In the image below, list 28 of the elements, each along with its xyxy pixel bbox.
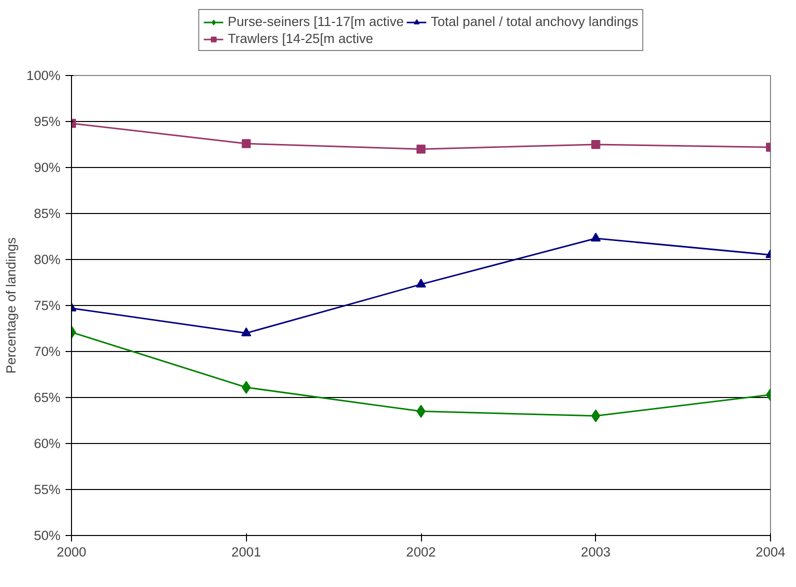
y-tick-label: 90% (34, 160, 61, 175)
y-tick-label: 55% (34, 482, 61, 497)
x-tick-label: 2003 (580, 544, 611, 560)
point (416, 278, 426, 288)
x-tick-label: 2000 (56, 544, 86, 560)
point (242, 380, 251, 394)
legend-label: Trawlers [14-25[m active (228, 31, 374, 46)
point (416, 144, 426, 154)
x-tick-label: 2004 (756, 544, 786, 560)
y-tick-label: 85% (34, 206, 61, 221)
y-tick-label: 95% (34, 114, 61, 129)
y-tick-label: 75% (34, 298, 61, 313)
point (591, 409, 600, 422)
point (590, 232, 601, 242)
legend-label: Purse-seiners [11-17[m active (228, 14, 404, 29)
legend-label: Total panel / total anchovy landings (430, 14, 638, 29)
x-tick-label: 2001 (231, 544, 262, 560)
y-tick-label: 65% (34, 390, 61, 405)
y-tick-label: 70% (34, 344, 61, 359)
y-tick-label: 100% (26, 68, 61, 83)
y-tick-label: 60% (34, 436, 61, 451)
point (242, 139, 251, 148)
y-axis-title: Percentage of landings (3, 236, 18, 374)
point (241, 327, 252, 336)
y-tick-label: 50% (34, 528, 61, 543)
y-tick-label: 80% (34, 252, 61, 267)
point (591, 140, 600, 149)
x-tick-label: 2002 (406, 544, 436, 560)
